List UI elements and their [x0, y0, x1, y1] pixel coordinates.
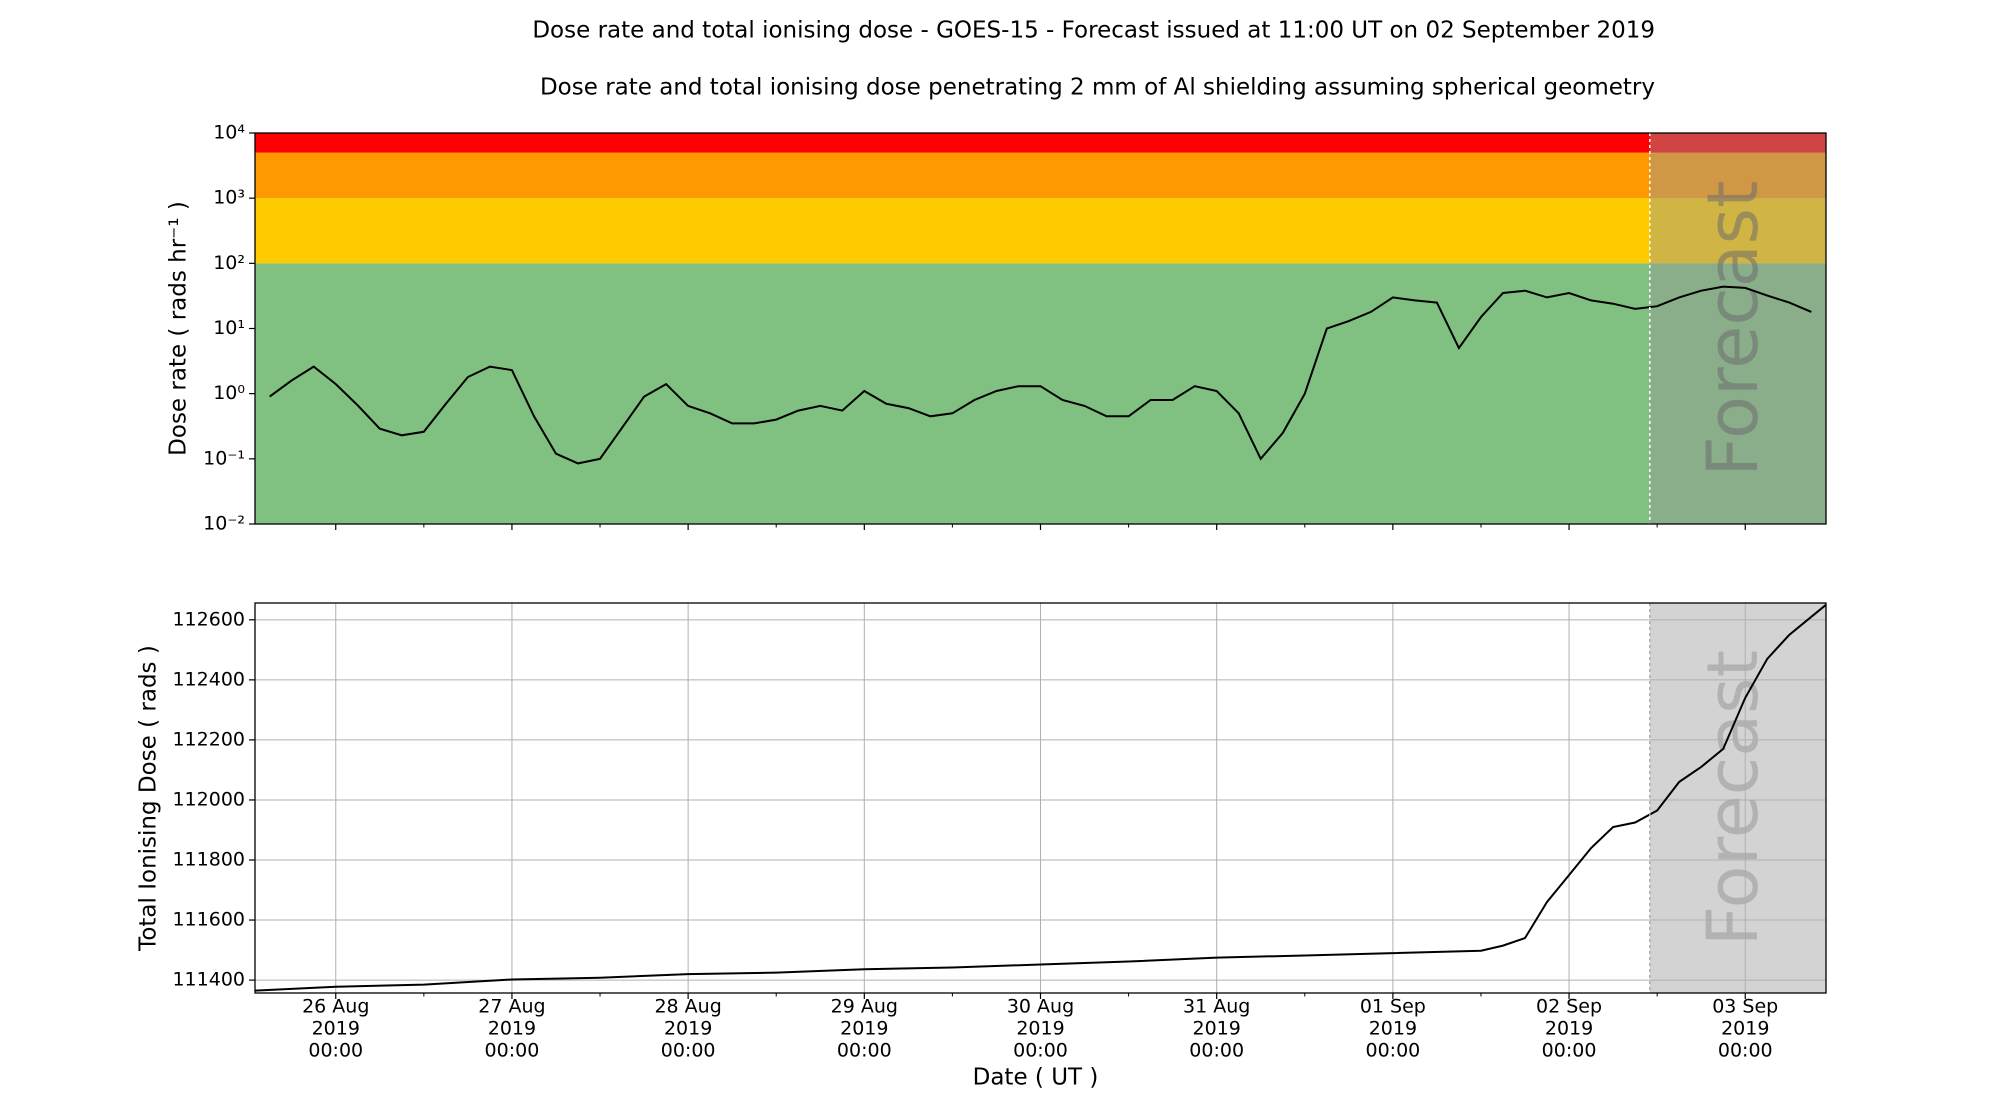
y-tick-label: 112200 — [172, 728, 245, 750]
x-tick-label: 00:00 — [1013, 1040, 1068, 1062]
x-tick-label: 00:00 — [661, 1040, 716, 1062]
x-tick-label: 2019 — [1016, 1018, 1064, 1040]
x-tick-label: 27 Aug — [478, 996, 545, 1018]
chart-subtitle: Dose rate and total ionising dose penetr… — [540, 75, 1655, 101]
x-tick-label: 00:00 — [308, 1040, 363, 1062]
y-tick-label: 10⁻¹ — [203, 447, 245, 469]
y-tick-label: 10⁻² — [203, 513, 245, 535]
threshold-band — [255, 198, 1826, 264]
x-tick-label: 00:00 — [1542, 1040, 1597, 1062]
x-tick-label: 03 Sep — [1712, 996, 1778, 1018]
chart-title: Dose rate and total ionising dose - GOES… — [532, 18, 1655, 44]
forecast-label: Forecast — [1692, 180, 1774, 476]
y-tick-label: 111400 — [172, 969, 245, 991]
forecast-label: Forecast — [1692, 650, 1774, 946]
x-tick-label: 2019 — [1721, 1018, 1769, 1040]
x-tick-label: 00:00 — [1365, 1040, 1420, 1062]
y-tick-label: 10⁰ — [213, 382, 245, 404]
y-tick-label: 112000 — [172, 788, 245, 810]
y-tick-label: 10² — [213, 252, 245, 274]
y-tick-label: 111800 — [172, 848, 245, 870]
x-tick-label: 00:00 — [1718, 1040, 1773, 1062]
threshold-band — [255, 263, 1826, 524]
forecast-region — [1649, 133, 1826, 524]
x-tick-label: 28 Aug — [654, 996, 721, 1018]
y-axis-label: Total Ionising Dose ( rads ) — [136, 645, 162, 952]
x-tick-label: 01 Sep — [1360, 996, 1426, 1018]
threshold-band — [255, 152, 1826, 199]
x-tick-label: 2019 — [488, 1018, 536, 1040]
x-tick-label: 00:00 — [1189, 1040, 1244, 1062]
x-tick-label: 30 Aug — [1007, 996, 1074, 1018]
y-tick-label: 111600 — [172, 909, 245, 931]
y-tick-label: 112600 — [172, 608, 245, 630]
x-tick-label: 00:00 — [837, 1040, 892, 1062]
data-line — [269, 285, 1812, 465]
forecast-region — [1649, 603, 1826, 993]
x-tick-label: 02 Sep — [1536, 996, 1602, 1018]
y-tick-label: 112400 — [172, 668, 245, 690]
data-line — [254, 604, 1827, 992]
y-tick-label: 10⁴ — [213, 122, 245, 144]
x-tick-label: 2019 — [312, 1018, 360, 1040]
x-tick-label: 2019 — [1369, 1018, 1417, 1040]
x-tick-label: 31 Aug — [1183, 996, 1250, 1018]
y-axis-label: Dose rate ( rads hr⁻¹ ) — [166, 201, 192, 456]
x-tick-label: 2019 — [840, 1018, 888, 1040]
x-tick-label: 29 Aug — [831, 996, 898, 1018]
x-axis-label: Date ( UT ) — [973, 1065, 1099, 1091]
x-tick-label: 26 Aug — [302, 996, 369, 1018]
x-tick-label: 2019 — [1545, 1018, 1593, 1040]
y-tick-label: 10¹ — [213, 317, 245, 339]
x-tick-label: 2019 — [664, 1018, 712, 1040]
y-tick-label: 10³ — [213, 187, 245, 209]
x-tick-label: 00:00 — [485, 1040, 540, 1062]
x-tick-label: 2019 — [1193, 1018, 1241, 1040]
threshold-band — [255, 133, 1826, 153]
